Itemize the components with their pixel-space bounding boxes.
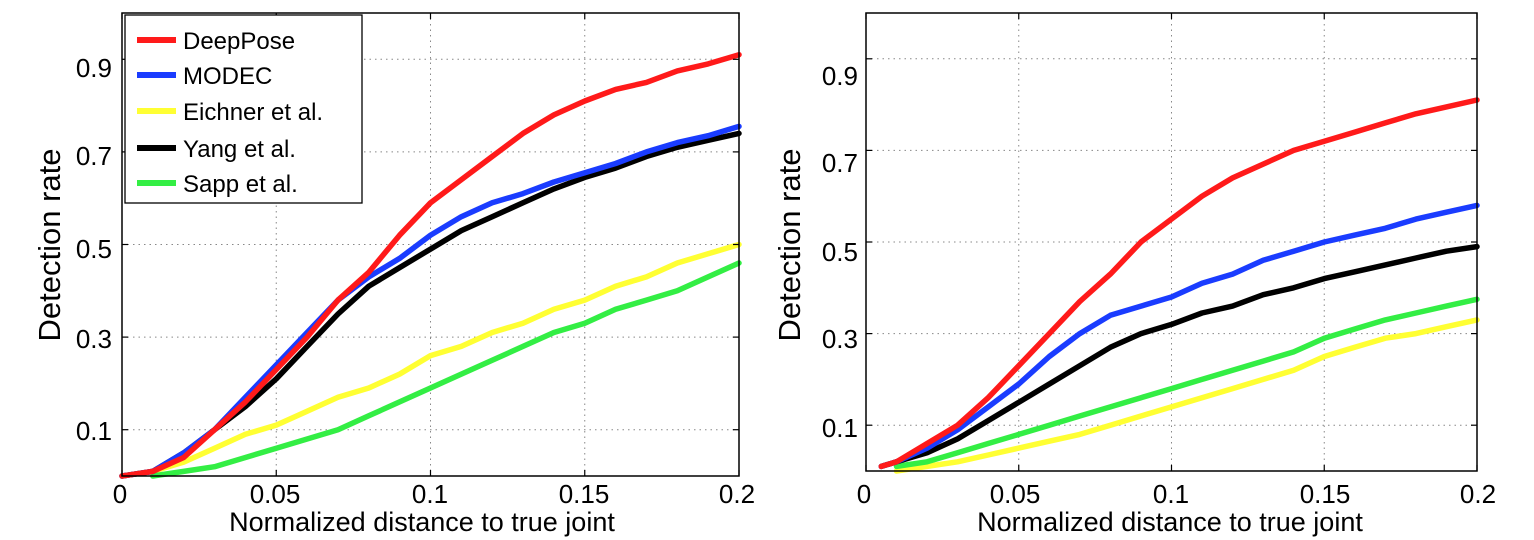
right-xtick-label: 0.1	[1153, 479, 1189, 509]
left-x-axis-label: Normalized distance to true joint	[229, 507, 615, 537]
right-series-lines	[878, 97, 1480, 474]
right-ytick-label: 0.3	[822, 324, 858, 354]
left-xtick-label: 0.1	[412, 479, 448, 509]
left-series-line-sapp-et-al	[150, 260, 742, 479]
legend-label-yang: Yang et al.	[183, 136, 296, 163]
left-xtick-label: 0.05	[250, 479, 301, 509]
left-xtick-label: 0	[113, 479, 127, 509]
legend-label-eichner: Eichner et al.	[183, 99, 323, 126]
left-xtick-label: 0.2	[719, 479, 755, 509]
left-series-lines	[119, 51, 742, 479]
legend-label-modec: MODEC	[183, 63, 272, 90]
legend-label-deeppose: DeepPose	[183, 28, 295, 55]
right-xtick-label: 0.2	[1460, 479, 1496, 509]
right-y-axis-label: Detection rate	[772, 149, 807, 342]
right-series-line-eichner-et-al	[893, 317, 1480, 474]
right-xtick-label: 0.05	[990, 479, 1041, 509]
right-ticks	[865, 13, 1478, 471]
legend-label-sapp: Sapp et al.	[183, 171, 298, 198]
left-ytick-label: 0.3	[76, 324, 112, 354]
right-ytick-label: 0.9	[822, 61, 858, 91]
right-ytick-label: 0.7	[822, 148, 858, 178]
right-series-line-yang-et-al	[878, 243, 1480, 470]
left-y-axis-label: Detection rate	[32, 149, 67, 342]
right-chart: 0.9 0.7 0.5 0.3 0.1 0 0.05 0.1 0.15 0.2 …	[772, 12, 1496, 537]
left-ytick-label: 0.1	[76, 416, 112, 446]
right-plot-frame	[865, 12, 1478, 472]
right-series-line-modec	[878, 202, 1480, 470]
left-series-line-eichner-et-al	[150, 241, 742, 475]
left-xtick-label: 0.15	[559, 479, 610, 509]
left-series-line-deeppose	[119, 51, 742, 479]
right-series-line-deeppose	[878, 97, 1480, 470]
right-xtick-label: 0	[857, 479, 871, 509]
right-gridlines	[865, 13, 1478, 471]
right-ytick-label: 0.1	[822, 413, 858, 443]
legend: DeepPose MODEC Eichner et al. Yang et al…	[124, 14, 363, 204]
left-chart: 0.9 0.7 0.5 0.3 0.1 0 0.05 0.1 0.15 0.2 …	[32, 12, 755, 537]
right-ytick-label: 0.5	[822, 237, 858, 267]
left-ticks	[121, 13, 740, 476]
right-series-line-sapp-et-al	[893, 296, 1480, 470]
right-x-axis-label: Normalized distance to true joint	[977, 507, 1363, 537]
left-ytick-label: 0.7	[76, 141, 112, 171]
left-ytick-label: 0.9	[76, 53, 112, 83]
right-xtick-label: 0.15	[1300, 479, 1351, 509]
left-ytick-label: 0.5	[76, 234, 112, 264]
